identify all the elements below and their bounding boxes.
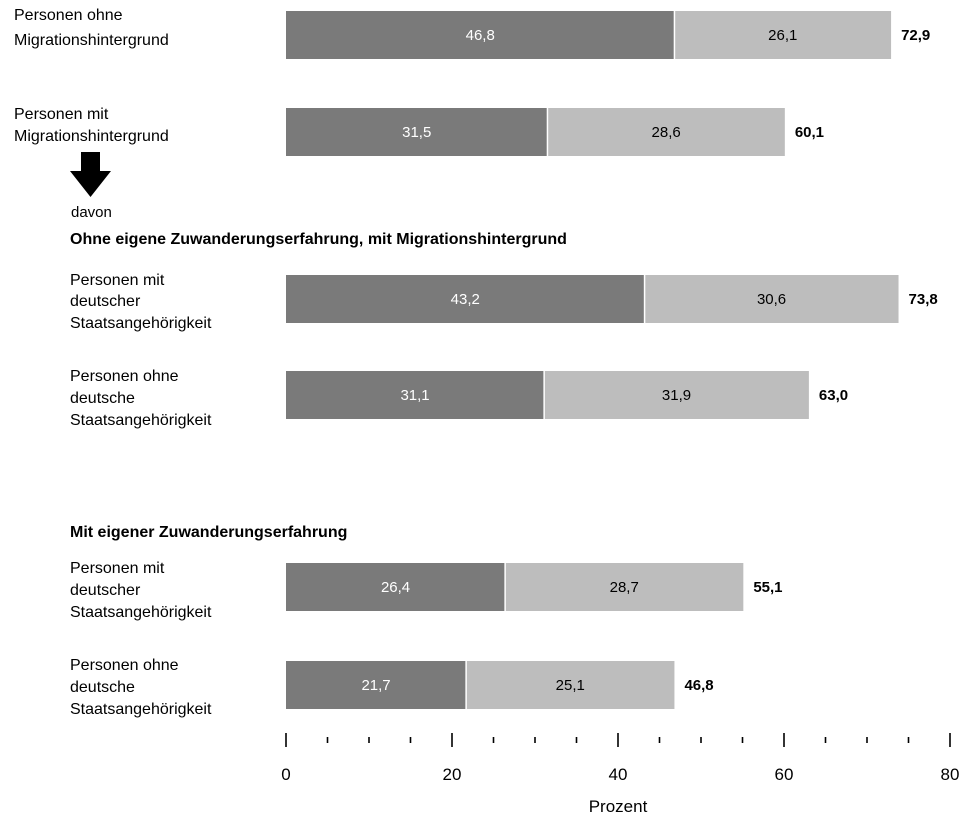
row-label-1-line-1: Personen ohne — [14, 7, 123, 24]
row-label-6-line-1: Personen ohne — [70, 657, 179, 674]
bar-segment-2-row-1 — [674, 11, 892, 59]
tick-label-40: 40 — [609, 765, 628, 784]
bar-segment-1-row-2 — [286, 108, 548, 156]
total-label-row-4: 63,0 — [819, 387, 848, 404]
tick-label-80: 80 — [941, 765, 960, 784]
data-label-seg1-row-1: 46,8 — [466, 27, 495, 44]
total-label-row-1: 72,9 — [901, 27, 930, 44]
row-label-2-line-2: Migrationshintergrund — [14, 128, 169, 145]
row-label-3-line-1: Personen mit — [70, 272, 165, 289]
data-label-seg1-row-5: 26,4 — [381, 579, 410, 596]
row-label-5-line-3: Staatsangehörigkeit — [70, 604, 212, 621]
down-arrow-icon — [70, 152, 111, 197]
row-label-2-line-1: Personen mit — [14, 106, 109, 123]
bar-segment-1-row-4 — [286, 371, 545, 419]
data-label-seg1-row-3: 43,2 — [451, 291, 480, 308]
x-axis-ticks: 0 20 40 60 80 — [281, 733, 959, 784]
data-label-seg2-row-4: 31,9 — [662, 387, 691, 404]
total-label-row-3: 73,8 — [909, 291, 938, 308]
tick-label-0: 0 — [281, 765, 290, 784]
row-label-4-line-1: Personen ohne — [70, 368, 179, 385]
data-label-seg2-row-1: 26,1 — [768, 27, 797, 44]
bar-segment-1-row-5 — [286, 563, 506, 611]
total-label-row-2: 60,1 — [795, 124, 824, 141]
tick-label-60: 60 — [775, 765, 794, 784]
row-labels-group: Personen ohne Migrationshintergrund Person… — [14, 7, 212, 718]
data-label-seg1-row-4: 31,1 — [400, 387, 429, 404]
row-label-5-line-2: deutscher — [70, 582, 141, 599]
row-label-5-line-1: Personen mit — [70, 560, 165, 577]
bar-segment-2-row-4 — [544, 371, 809, 419]
section-title-1: Ohne eigene Zuwanderungserfahrung, mit M… — [70, 231, 567, 248]
bar-segment-2-row-2 — [547, 108, 785, 156]
data-label-seg1-row-6: 21,7 — [361, 677, 390, 694]
row-label-4-line-3: Staatsangehörigkeit — [70, 412, 212, 429]
row-label-3-line-3: Staatsangehörigkeit — [70, 315, 212, 332]
bar-segment-1-row-3 — [286, 275, 645, 323]
section-title-2: Mit eigener Zuwanderungserfahrung — [70, 524, 347, 541]
row-label-3-line-2: deutscher — [70, 293, 141, 310]
bar-segment-2-row-6 — [466, 661, 675, 709]
total-label-row-5: 55,1 — [753, 579, 782, 596]
bar-segment-2-row-5 — [505, 563, 744, 611]
davon-label: davon — [71, 204, 112, 221]
data-label-seg2-row-3: 30,6 — [757, 291, 786, 308]
total-label-row-6: 46,8 — [684, 677, 713, 694]
row-label-1-line-2: Migrationshintergrund — [14, 32, 169, 49]
data-label-seg2-row-2: 28,6 — [652, 124, 681, 141]
bar-segment-1-row-6 — [286, 661, 467, 709]
bar-segment-1-row-1 — [286, 11, 675, 59]
bars-group: 46,8 26,1 72,9 31,5 28,6 60,1 43,2 30,6 73,8 31,1… — [286, 11, 938, 709]
x-axis-title: Prozent — [589, 797, 648, 816]
bar-segment-2-row-3 — [644, 275, 899, 323]
data-label-seg2-row-5: 28,7 — [610, 579, 639, 596]
data-label-seg1-row-2: 31,5 — [402, 124, 431, 141]
row-label-6-line-2: deutsche — [70, 679, 135, 696]
data-label-seg2-row-6: 25,1 — [556, 677, 585, 694]
row-label-6-line-3: Staatsangehörigkeit — [70, 701, 212, 718]
tick-label-20: 20 — [443, 765, 462, 784]
row-label-4-line-2: deutsche — [70, 390, 135, 407]
